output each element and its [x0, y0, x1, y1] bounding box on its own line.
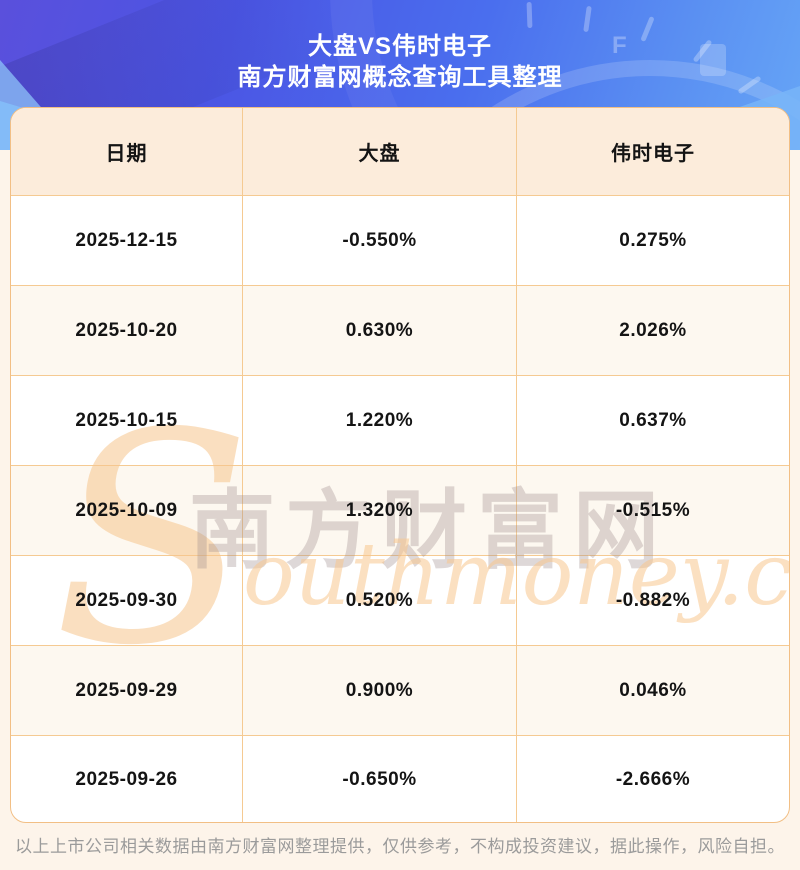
date-cell: 2025-10-09	[11, 466, 243, 555]
stock-value: 0.637%	[619, 409, 687, 431]
date-value: 2025-09-30	[75, 589, 178, 611]
fuel-pump-icon	[700, 44, 726, 76]
date-value: 2025-12-15	[75, 229, 178, 251]
market-value: 1.220%	[345, 409, 414, 431]
column-header-market: 大盘	[243, 108, 517, 195]
table-row: 2025-10-09 1.320% -0.515%	[11, 466, 789, 556]
market-value: 1.320%	[345, 499, 414, 521]
table-row: 2025-10-20 0.630% 2.026%	[11, 286, 789, 376]
stock-cell: 0.637%	[517, 376, 789, 465]
fuel-gauge-f-label: F	[612, 32, 627, 59]
date-value: 2025-09-29	[75, 679, 178, 701]
market-cell: 0.520%	[243, 556, 517, 645]
date-value: 2025-09-26	[75, 769, 178, 790]
market-cell: 1.320%	[243, 466, 517, 555]
market-cell: 0.900%	[243, 646, 517, 735]
date-value: 2025-10-20	[75, 319, 178, 341]
column-header-label: 大盘	[358, 143, 401, 165]
column-header-label: 伟时电子	[611, 143, 695, 165]
table-row: 2025-09-26 -0.650% -2.666%	[11, 736, 789, 822]
table-header-row: 日期 大盘 伟时电子	[11, 108, 789, 196]
gauge-tick-icon	[526, 1, 533, 29]
stock-value: 0.046%	[619, 679, 687, 701]
date-value: 2025-10-09	[75, 499, 178, 521]
table-row: 2025-12-15 -0.550% 0.275%	[11, 196, 789, 286]
stock-value: -2.666%	[615, 769, 691, 790]
date-cell: 2025-10-15	[11, 376, 243, 465]
market-value: 0.630%	[345, 319, 414, 341]
market-cell: 1.220%	[243, 376, 517, 465]
stock-cell: 2.026%	[517, 286, 789, 375]
market-cell: 0.630%	[243, 286, 517, 375]
column-header-label: 日期	[105, 143, 148, 165]
stock-value: -0.882%	[615, 589, 691, 611]
stock-cell: -0.882%	[517, 556, 789, 645]
column-header-date: 日期	[11, 108, 243, 195]
market-value: 0.900%	[345, 679, 414, 701]
comparison-table: 日期 大盘 伟时电子 2025-12-15 -0.550% 0.275% 202…	[10, 107, 790, 823]
date-cell: 2025-09-30	[11, 556, 243, 645]
date-cell: 2025-12-15	[11, 196, 243, 285]
page-subtitle: 南方财富网概念查询工具整理	[237, 64, 563, 91]
stock-value: 0.275%	[619, 229, 687, 251]
market-value: -0.550%	[342, 229, 417, 251]
date-cell: 2025-09-29	[11, 646, 243, 735]
stock-cell: 0.046%	[517, 646, 789, 735]
date-cell: 2025-10-20	[11, 286, 243, 375]
table-row: 2025-09-30 0.520% -0.882%	[11, 556, 789, 646]
table-row: 2025-09-29 0.900% 0.046%	[11, 646, 789, 736]
stock-cell: -2.666%	[517, 736, 789, 822]
market-value: -0.650%	[342, 769, 417, 790]
date-value: 2025-10-15	[75, 409, 178, 431]
disclaimer-text: 以上上市公司相关数据由南方财富网整理提供，仅供参考，不构成投资建议，据此操作，风…	[15, 837, 785, 856]
date-cell: 2025-09-26	[11, 736, 243, 822]
stock-value: 2.026%	[619, 319, 687, 341]
market-cell: -0.650%	[243, 736, 517, 822]
table-row: 2025-10-15 1.220% 0.637%	[11, 376, 789, 466]
market-cell: -0.550%	[243, 196, 517, 285]
stock-cell: 0.275%	[517, 196, 789, 285]
market-value: 0.520%	[345, 589, 414, 611]
stock-value: -0.515%	[615, 499, 691, 521]
page-title: 大盘VS伟时电子	[307, 33, 492, 60]
stock-cell: -0.515%	[517, 466, 789, 555]
column-header-stock: 伟时电子	[517, 108, 789, 195]
